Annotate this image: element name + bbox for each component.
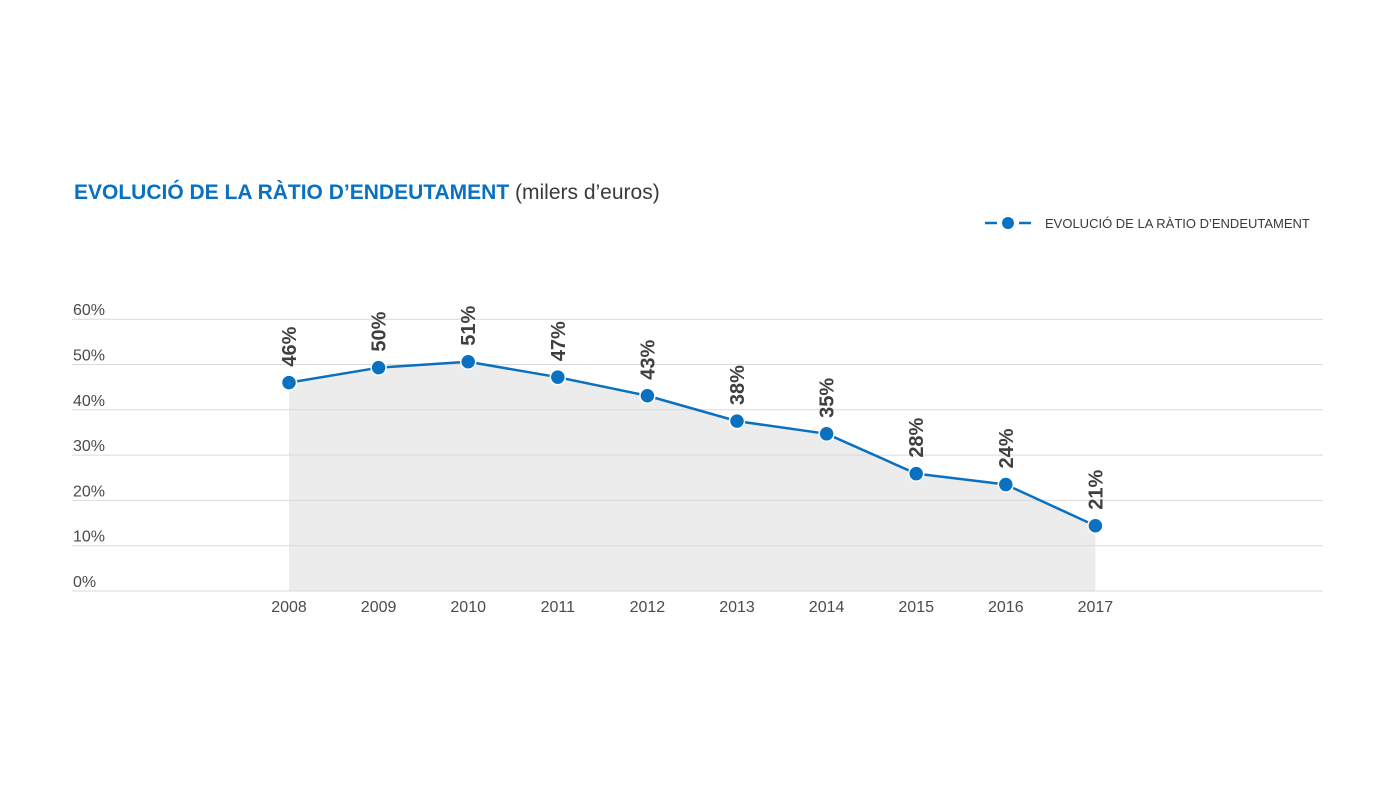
x-tick-label: 2017 — [1078, 599, 1114, 616]
legend-label: EVOLUCIÓ DE LA RÀTIO D’ENDEUTAMENT — [1045, 215, 1310, 231]
y-tick-label: 50% — [73, 348, 105, 365]
x-tick-label: 2013 — [719, 599, 755, 616]
data-label: 43% — [637, 340, 659, 380]
series-line — [288, 360, 1096, 527]
data-point — [639, 387, 656, 405]
x-tick-label: 2009 — [361, 599, 397, 616]
chart-title-main: EVOLUCIÓ DE LA RÀTIO D’ENDEUTAMENT — [74, 181, 510, 204]
data-label: 21% — [1085, 470, 1107, 510]
data-point — [907, 465, 925, 482]
data-label: 24% — [996, 428, 1018, 468]
x-tick-label: 2011 — [541, 599, 576, 616]
x-tick-label: 2014 — [809, 599, 845, 616]
legend-marker-icon — [985, 217, 1031, 229]
chart-legend: EVOLUCIÓ DE LA RÀTIO D’ENDEUTAMENT — [985, 212, 1310, 234]
x-tick-label: 2015 — [898, 599, 934, 616]
data-point — [728, 412, 746, 430]
data-label: 50% — [369, 311, 391, 351]
data-point — [1087, 517, 1104, 535]
data-point — [997, 476, 1015, 493]
data-label: 51% — [458, 306, 480, 346]
chart-title-subtitle: (milers d’euros) — [515, 181, 660, 204]
y-tick-label: 60% — [73, 302, 105, 319]
area-fill — [289, 361, 1096, 591]
data-label: 35% — [817, 378, 839, 418]
chart-title: EVOLUCIÓ DE LA RÀTIO D’ENDEUTAMENT (mile… — [74, 180, 660, 206]
y-tick-label: 30% — [73, 438, 105, 455]
data-point — [280, 374, 298, 391]
data-point — [459, 353, 477, 371]
y-tick-label: 20% — [73, 483, 105, 500]
data-point — [818, 425, 835, 443]
x-tick-label: 2008 — [271, 599, 307, 616]
data-label: 38% — [727, 365, 749, 405]
y-tick-label: 10% — [73, 529, 105, 546]
y-tick-label: 40% — [73, 393, 105, 410]
data-label: 46% — [279, 326, 301, 366]
x-tick-label: 2016 — [988, 599, 1024, 616]
data-label: 47% — [548, 321, 570, 361]
data-label: 28% — [906, 417, 928, 457]
y-tick-label: 0% — [73, 574, 96, 591]
x-tick-label: 2010 — [450, 599, 486, 616]
data-point — [549, 368, 567, 386]
data-point — [370, 359, 387, 376]
x-tick-label: 2012 — [630, 599, 666, 616]
